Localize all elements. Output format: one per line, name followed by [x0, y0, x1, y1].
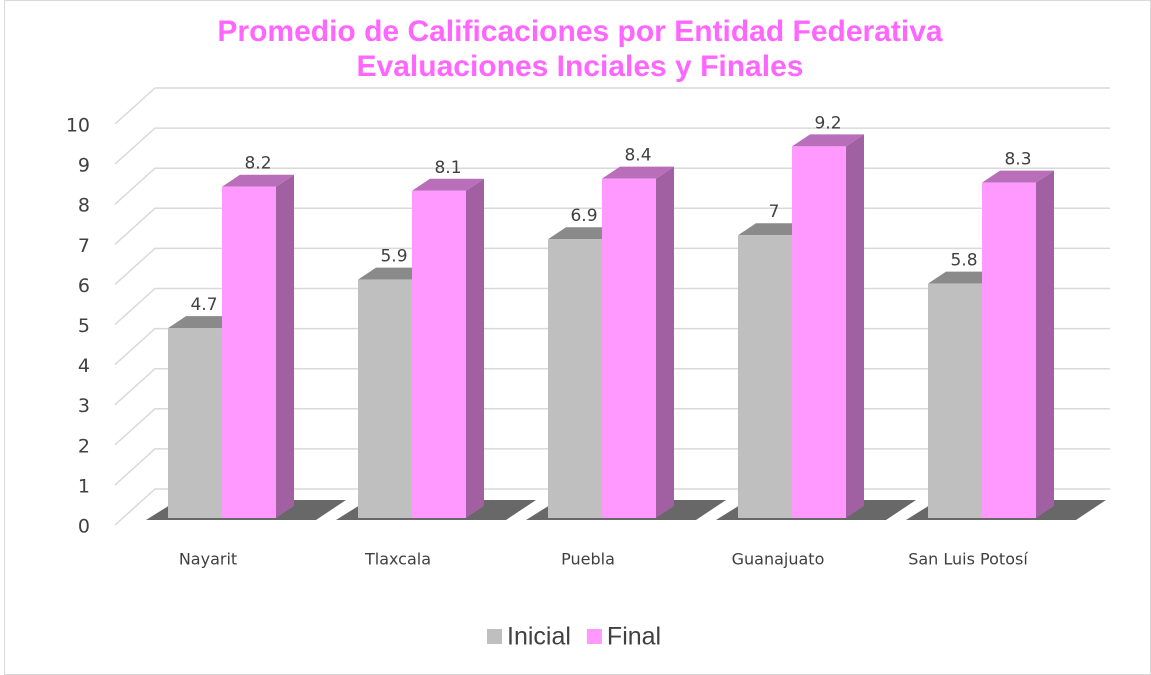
- bar-top: [412, 178, 484, 191]
- bar: [738, 235, 792, 518]
- x-tick-label: Nayarit: [179, 550, 237, 569]
- value-label: 9.2: [814, 113, 841, 133]
- grid-line: [114, 127, 1110, 165]
- y-tick-label: 10: [66, 115, 90, 137]
- bar: [168, 328, 222, 518]
- grid-line: [114, 167, 1110, 205]
- bar: [792, 146, 846, 518]
- y-tick-label: 5: [78, 315, 90, 337]
- legend-swatch: [586, 629, 602, 644]
- chart-subtitle: Evaluaciones Inciales y Finales: [357, 50, 804, 83]
- value-label: 5.8: [950, 251, 977, 271]
- legend-label: Inicial: [507, 623, 571, 651]
- y-tick-label: 9: [78, 155, 90, 177]
- value-label: 5.9: [380, 247, 407, 267]
- bar: [928, 283, 982, 518]
- value-label: 4.7: [190, 295, 217, 315]
- bar-top: [982, 170, 1054, 183]
- y-tick-label: 7: [78, 235, 90, 257]
- y-tick-label: 3: [78, 395, 90, 417]
- bar: [222, 186, 276, 518]
- grid-line: [114, 87, 1110, 125]
- bar: [358, 279, 412, 518]
- bar: [412, 190, 466, 518]
- value-label: 8.4: [624, 146, 651, 166]
- legend-swatch: [487, 629, 502, 644]
- bar-top: [222, 174, 294, 187]
- grid-line: [114, 207, 1110, 245]
- x-tick-label: San Luis Potosí: [908, 550, 1028, 569]
- value-label: 8.3: [1004, 150, 1031, 170]
- chart-title: Promedio de Calificaciones por Entidad F…: [217, 15, 943, 48]
- y-tick-label: 6: [78, 275, 90, 297]
- value-label: 8.2: [244, 154, 271, 174]
- bar-side: [656, 166, 674, 518]
- value-label: 6.9: [570, 206, 597, 226]
- y-tick-label: 1: [78, 475, 90, 497]
- y-tick-label: 4: [78, 355, 90, 377]
- value-label: 8.1: [434, 158, 461, 178]
- bar: [548, 239, 602, 519]
- legend-label: Final: [607, 623, 661, 651]
- bar: [982, 182, 1036, 518]
- y-tick-label: 8: [78, 195, 90, 217]
- x-tick-label: Tlaxcala: [364, 550, 431, 569]
- x-tick-label: Guanajuato: [732, 550, 825, 569]
- value-label: 7: [769, 202, 780, 222]
- bar-side: [466, 178, 484, 518]
- bar-side: [1036, 170, 1054, 518]
- bar: [602, 178, 656, 518]
- bar-side: [276, 174, 294, 518]
- bar-top: [792, 134, 864, 147]
- y-tick-label: 0: [78, 516, 90, 538]
- y-tick-label: 2: [78, 435, 90, 457]
- bar-top: [602, 166, 674, 179]
- bar-side: [846, 134, 864, 518]
- x-tick-label: Puebla: [561, 550, 615, 569]
